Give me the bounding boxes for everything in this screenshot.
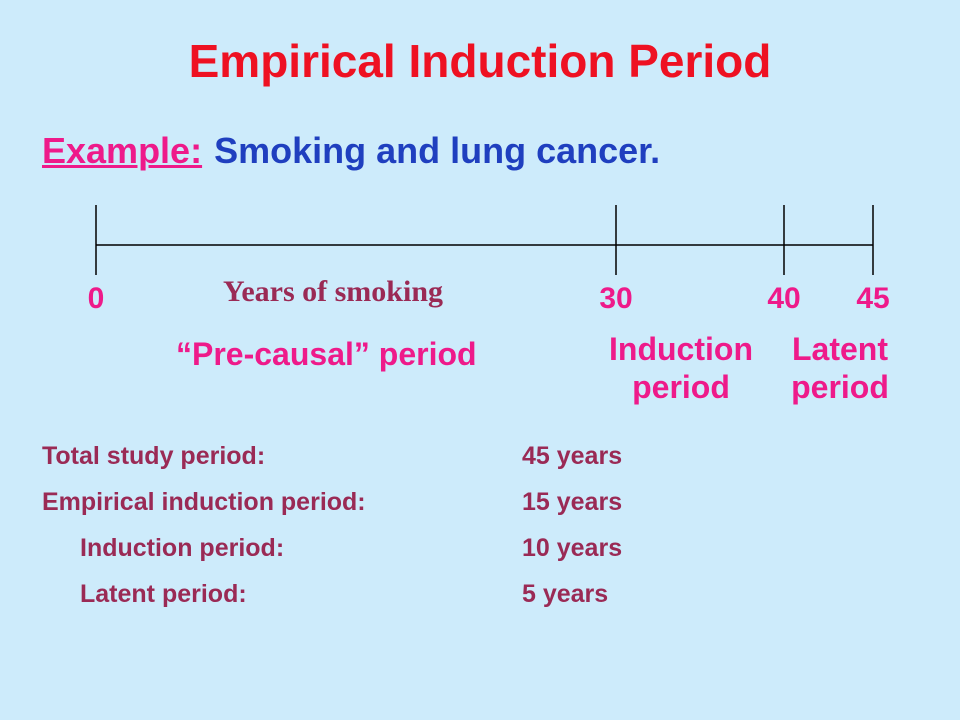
latent-line1: Latent	[792, 331, 888, 367]
summary-row: Induction period: 10 years	[42, 534, 742, 580]
slide-title: Empirical Induction Period	[188, 35, 772, 87]
years-of-smoking-label: Years of smoking	[223, 275, 444, 308]
summary-row: Total study period: 45 years	[42, 442, 742, 488]
example-text: Smoking and lung cancer.	[214, 130, 661, 171]
timeline-axis	[95, 205, 874, 275]
latent-line2: period	[791, 369, 889, 405]
induction-line2: period	[632, 369, 730, 405]
summary-key: Induction period:	[80, 534, 285, 562]
tick-label-45: 45	[856, 282, 890, 315]
summary-key: Latent period:	[80, 580, 247, 608]
tick-label-0: 0	[87, 282, 105, 315]
induction-line1: Induction	[609, 331, 753, 367]
tick-label-30: 30	[599, 282, 633, 315]
summary-value: 10 years	[522, 534, 623, 562]
summary-value: 15 years	[522, 488, 623, 516]
latent-period-label: Latent period	[782, 330, 898, 406]
summary-table: Total study period: 45 years Empirical i…	[42, 442, 742, 626]
summary-key: Total study period:	[42, 442, 266, 470]
induction-period-label: Induction period	[596, 330, 766, 406]
summary-row: Latent period: 5 years	[42, 580, 742, 626]
tick-label-40: 40	[767, 282, 801, 315]
summary-row: Empirical induction period: 15 years	[42, 488, 742, 534]
summary-value: 45 years	[522, 442, 623, 470]
summary-value: 5 years	[522, 580, 609, 608]
example-label: Example:	[42, 130, 203, 171]
summary-key: Empirical induction period:	[42, 488, 366, 516]
example-line: Example: Smoking and lung cancer.	[42, 130, 660, 172]
pre-causal-period-label: “Pre-causal” period	[176, 336, 477, 372]
